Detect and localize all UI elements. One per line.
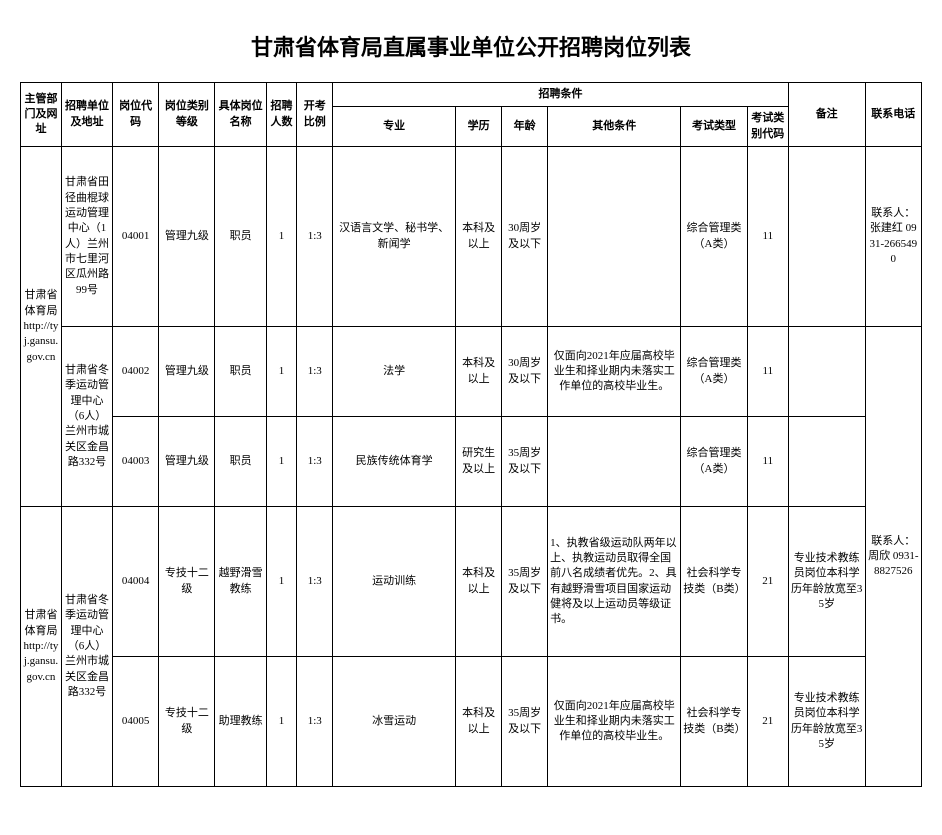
cell-ratio: 1:3 — [297, 507, 333, 657]
cell-ratio: 1:3 — [297, 657, 333, 787]
cell-note: 专业技术教练员岗位本科学历年龄放宽至35岁 — [788, 507, 865, 657]
cell-age: 30周岁及以下 — [502, 147, 548, 327]
cell-pos: 职员 — [215, 417, 266, 507]
cell-note — [788, 147, 865, 327]
th-cond: 招聘条件 — [333, 83, 789, 107]
cell-level: 管理九级 — [159, 147, 215, 327]
th-note: 备注 — [788, 83, 865, 147]
cell-note — [788, 327, 865, 417]
cell-exam: 综合管理类（A类） — [681, 417, 748, 507]
cell-examc: 11 — [747, 327, 788, 417]
cell-note: 专业技术教练员岗位本科学历年龄放宽至35岁 — [788, 657, 865, 787]
cell-edu: 本科及以上 — [456, 657, 502, 787]
cell-edu: 本科及以上 — [456, 147, 502, 327]
cell-exam: 社会科学专技类（B类） — [681, 507, 748, 657]
table-row: 04005 专技十二级 助理教练 1 1:3 冰雪运动 本科及以上 35周岁及以… — [21, 657, 922, 787]
cell-code: 04003 — [113, 417, 159, 507]
table-row: 甘肃省冬季运动管理中心（6人）兰州市城关区金昌路332号 04002 管理九级 … — [21, 327, 922, 417]
cell-unit: 甘肃省田径曲棍球运动管理中心（1人）兰州市七里河区瓜州路99号 — [61, 147, 112, 327]
cell-level: 管理九级 — [159, 417, 215, 507]
cell-unit: 甘肃省冬季运动管理中心（6人）兰州市城关区金昌路332号 — [61, 327, 112, 507]
cell-age: 35周岁及以下 — [502, 417, 548, 507]
cell-exam: 综合管理类（A类） — [681, 327, 748, 417]
cell-level: 管理九级 — [159, 327, 215, 417]
cell-unit: 甘肃省冬季运动管理中心（6人）兰州市城关区金昌路332号 — [61, 507, 112, 787]
cell-pos: 职员 — [215, 327, 266, 417]
cell-code: 04004 — [113, 507, 159, 657]
table-row: 甘肃省体育局http://tyj.gansu.gov.cn 甘肃省田径曲棍球运动… — [21, 147, 922, 327]
cell-major: 法学 — [333, 327, 456, 417]
cell-level: 专技十二级 — [159, 657, 215, 787]
cell-edu: 本科及以上 — [456, 327, 502, 417]
th-major: 专业 — [333, 107, 456, 147]
th-pos: 具体岗位名称 — [215, 83, 266, 147]
th-dept: 主管部门及网址 — [21, 83, 62, 147]
cell-exam: 社会科学专技类（B类） — [681, 657, 748, 787]
cell-examc: 11 — [747, 417, 788, 507]
th-other: 其他条件 — [548, 107, 681, 147]
cell-num: 1 — [266, 417, 297, 507]
cell-examc: 21 — [747, 657, 788, 787]
th-ratio: 开考比例 — [297, 83, 333, 147]
table-row: 甘肃省体育局http://tyj.gansu.gov.cn 甘肃省冬季运动管理中… — [21, 507, 922, 657]
cell-dept: 甘肃省体育局http://tyj.gansu.gov.cn — [21, 507, 62, 787]
cell-edu: 本科及以上 — [456, 507, 502, 657]
cell-other: 仅面向2021年应届高校毕业生和择业期内未落实工作单位的高校毕业生。 — [548, 657, 681, 787]
cell-num: 1 — [266, 147, 297, 327]
th-code: 岗位代码 — [113, 83, 159, 147]
cell-level: 专技十二级 — [159, 507, 215, 657]
cell-ratio: 1:3 — [297, 327, 333, 417]
th-examc: 考试类别代码 — [747, 107, 788, 147]
page-title: 甘肃省体育局直属事业单位公开招聘岗位列表 — [20, 30, 922, 62]
cell-pos: 助理教练 — [215, 657, 266, 787]
cell-num: 1 — [266, 657, 297, 787]
cell-code: 04002 — [113, 327, 159, 417]
cell-age: 35周岁及以下 — [502, 507, 548, 657]
cell-major: 冰雪运动 — [333, 657, 456, 787]
th-edu: 学历 — [456, 107, 502, 147]
th-age: 年龄 — [502, 107, 548, 147]
cell-tel: 联系人：周欣 0931-8827526 — [865, 327, 921, 787]
cell-other: 1、执教省级运动队两年以上、执教运动员取得全国前八名成绩者优先。2、具有越野滑雪… — [548, 507, 681, 657]
cell-other — [548, 147, 681, 327]
cell-code: 04001 — [113, 147, 159, 327]
th-tel: 联系电话 — [865, 83, 921, 147]
cell-major: 民族传统体育学 — [333, 417, 456, 507]
cell-num: 1 — [266, 327, 297, 417]
cell-major: 汉语言文学、秘书学、新闻学 — [333, 147, 456, 327]
cell-examc: 11 — [747, 147, 788, 327]
cell-ratio: 1:3 — [297, 417, 333, 507]
cell-dept: 甘肃省体育局http://tyj.gansu.gov.cn — [21, 147, 62, 507]
cell-tel: 联系人：张建红 0931-2665490 — [865, 147, 921, 327]
table-row: 04003 管理九级 职员 1 1:3 民族传统体育学 研究生及以上 35周岁及… — [21, 417, 922, 507]
cell-examc: 21 — [747, 507, 788, 657]
cell-ratio: 1:3 — [297, 147, 333, 327]
th-unit: 招聘单位及地址 — [61, 83, 112, 147]
cell-exam: 综合管理类（A类） — [681, 147, 748, 327]
th-exam: 考试类型 — [681, 107, 748, 147]
cell-pos: 越野滑雪教练 — [215, 507, 266, 657]
cell-pos: 职员 — [215, 147, 266, 327]
cell-age: 35周岁及以下 — [502, 657, 548, 787]
cell-code: 04005 — [113, 657, 159, 787]
th-level: 岗位类别等级 — [159, 83, 215, 147]
cell-edu: 研究生及以上 — [456, 417, 502, 507]
cell-num: 1 — [266, 507, 297, 657]
cell-other: 仅面向2021年应届高校毕业生和择业期内未落实工作单位的高校毕业生。 — [548, 327, 681, 417]
cell-note — [788, 417, 865, 507]
th-num: 招聘人数 — [266, 83, 297, 147]
cell-age: 30周岁及以下 — [502, 327, 548, 417]
cell-major: 运动训练 — [333, 507, 456, 657]
recruitment-table: 主管部门及网址 招聘单位及地址 岗位代码 岗位类别等级 具体岗位名称 招聘人数 … — [20, 82, 922, 787]
cell-other — [548, 417, 681, 507]
